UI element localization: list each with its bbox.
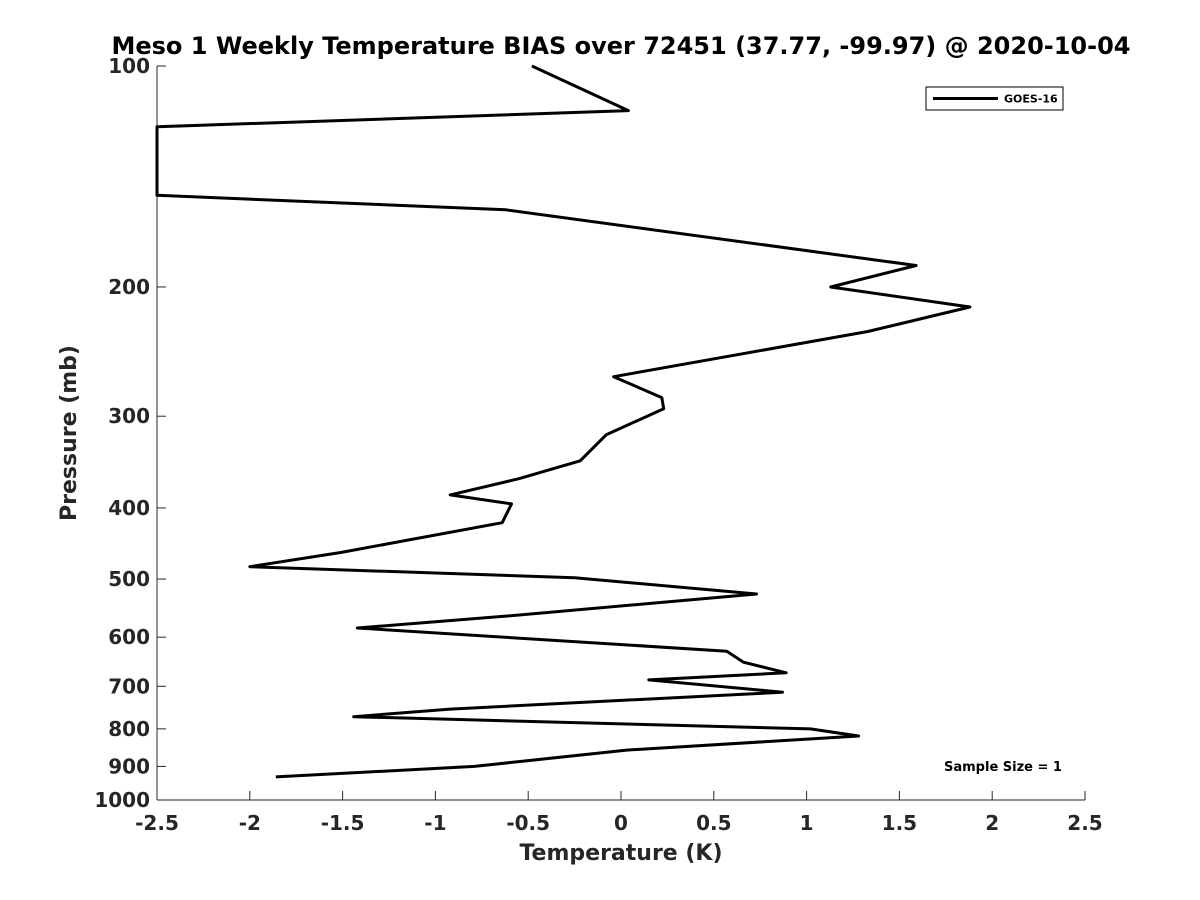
y-tick-label: 600 [108, 625, 150, 649]
x-tick-label: -2.5 [135, 811, 179, 835]
x-axis-label: Temperature (K) [519, 841, 722, 866]
x-tick-label: 2 [985, 811, 999, 835]
x-tick-label: 0.5 [696, 811, 731, 835]
x-tick-label: -1 [424, 811, 446, 835]
x-tick-label: 2.5 [1067, 811, 1102, 835]
x-tick-label: -0.5 [506, 811, 550, 835]
series-layer [155, 64, 972, 779]
series-line-goes-16 [155, 64, 972, 779]
chart-title: Meso 1 Weekly Temperature BIAS over 7245… [111, 32, 1130, 60]
axes [156, 66, 1085, 801]
legend: GOES-16 [925, 86, 1064, 111]
y-tick-label: 200 [108, 275, 150, 299]
y-axis-label: Pressure (mb) [57, 345, 82, 521]
y-tick-label: 900 [108, 754, 150, 778]
x-tick-label: -1.5 [321, 811, 365, 835]
legend-label-goes-16: GOES-16 [1004, 93, 1058, 106]
x-tick-label: 1.5 [882, 811, 917, 835]
x-axis-ticks: -2.5 -2 -1.5 -1 -0.5 0 0.5 1 1.5 2 2.5 [135, 791, 1103, 835]
y-tick-label: 800 [108, 717, 150, 741]
x-tick-label: 0 [614, 811, 628, 835]
sample-size-annotation: Sample Size = 1 [944, 760, 1062, 775]
y-tick-label: 100 [108, 54, 150, 78]
y-tick-label: 1000 [94, 788, 150, 812]
y-tick-label: 500 [108, 567, 150, 591]
y-axis-ticks: 100 200 300 400 500 600 700 800 900 1000 [94, 54, 166, 812]
y-tick-label: 300 [108, 404, 150, 428]
y-tick-label: 400 [108, 496, 150, 520]
x-tick-label: 1 [800, 811, 814, 835]
y-tick-label: 700 [108, 674, 150, 698]
x-tick-label: -2 [239, 811, 261, 835]
